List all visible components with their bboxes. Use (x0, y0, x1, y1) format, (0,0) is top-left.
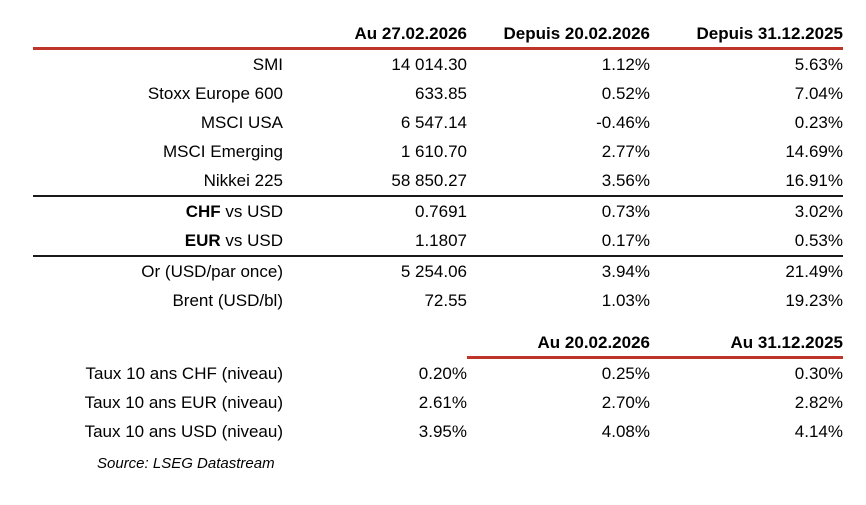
row-label: Stoxx Europe 600 (147, 84, 283, 103)
row-value: 14 014.30 (391, 55, 467, 74)
row-label: EUR vs USD (33, 226, 283, 255)
header-at-ytd: Au 31.12.2025 (730, 333, 843, 352)
row-label: SMI (252, 55, 283, 74)
row-change-ytd: 7.04% (794, 84, 843, 103)
table-row: Taux 10 ans CHF (niveau) 0.20% 0.25% 0.3… (33, 359, 843, 388)
row-value: 0.20% (418, 364, 467, 383)
header-since-week: Depuis 20.02.2026 (503, 24, 650, 43)
row-change-ytd: 3.02% (794, 202, 843, 221)
row-value: 633.85 (415, 84, 467, 103)
row-value: 0.7691 (415, 202, 467, 221)
row-change-ytd: 16.91% (785, 171, 843, 190)
row-change-ytd: 0.23% (794, 113, 843, 132)
currency-suffix: vs USD (220, 202, 283, 221)
currency-code: EUR (184, 231, 221, 250)
row-change-week: 1.12% (601, 55, 650, 74)
header-at-week: Au 20.02.2026 (537, 333, 650, 352)
row-value: 1.1807 (415, 231, 467, 250)
row-value: 1 610.70 (400, 142, 467, 161)
row-change-week: 2.77% (601, 142, 650, 161)
row-label: Taux 10 ans EUR (niveau) (84, 393, 283, 412)
row-change-week: 3.56% (601, 171, 650, 190)
row-label: Taux 10 ans CHF (niveau) (85, 364, 283, 383)
table-row: Taux 10 ans USD (niveau) 3.95% 4.08% 4.1… (33, 417, 843, 446)
row-change-ytd: 19.23% (785, 291, 843, 310)
row-value: 5 254.06 (400, 262, 467, 281)
row-at-ytd: 0.30% (794, 364, 843, 383)
row-label: CHF vs USD (33, 197, 283, 226)
row-label: Taux 10 ans USD (niveau) (84, 422, 283, 441)
table-row: Nikkei 225 58 850.27 3.56% 16.91% (33, 166, 843, 195)
row-value: 3.95% (418, 422, 467, 441)
table-row: MSCI USA 6 547.14 -0.46% 0.23% (33, 108, 843, 137)
table-header-row: Au 27.02.2026 Depuis 20.02.2026 Depuis 3… (33, 20, 843, 50)
table-row: CHF vs USD 0.7691 0.73% 3.02% (33, 197, 843, 226)
rates-header-row: Au 20.02.2026 Au 31.12.2025 (33, 329, 843, 359)
row-value: 72.55 (424, 291, 467, 310)
header-date-level: Au 27.02.2026 (354, 24, 467, 43)
currency-code: CHF (185, 202, 221, 221)
table-row: Or (USD/par once) 5 254.06 3.94% 21.49% (33, 257, 843, 286)
row-change-ytd: 0.53% (794, 231, 843, 250)
row-change-week: 0.73% (601, 202, 650, 221)
row-change-week: -0.46% (596, 113, 650, 132)
rates-group: Taux 10 ans CHF (niveau) 0.20% 0.25% 0.3… (33, 359, 843, 446)
row-label: Or (USD/par once) (141, 262, 283, 281)
rates-header-spacer (33, 329, 467, 359)
row-change-week: 0.17% (601, 231, 650, 250)
row-at-week: 0.25% (601, 364, 650, 383)
row-label: Brent (USD/bl) (172, 291, 283, 310)
commodities-group: Or (USD/par once) 5 254.06 3.94% 21.49% … (33, 257, 843, 315)
table-row: Stoxx Europe 600 633.85 0.52% 7.04% (33, 79, 843, 108)
row-change-week: 0.52% (601, 84, 650, 103)
row-change-ytd: 14.69% (785, 142, 843, 161)
row-label: MSCI Emerging (163, 142, 283, 161)
rates-header-underline-group: Au 20.02.2026 Au 31.12.2025 (467, 329, 843, 359)
table-row: EUR vs USD 1.1807 0.17% 0.53% (33, 226, 843, 255)
row-at-ytd: 2.82% (794, 393, 843, 412)
row-at-week: 2.70% (601, 393, 650, 412)
row-value: 6 547.14 (400, 113, 467, 132)
market-summary-table: Au 27.02.2026 Depuis 20.02.2026 Depuis 3… (33, 20, 843, 472)
row-label: Nikkei 225 (203, 171, 283, 190)
header-since-ytd: Depuis 31.12.2025 (696, 24, 843, 43)
table-row: Taux 10 ans EUR (niveau) 2.61% 2.70% 2.8… (33, 388, 843, 417)
row-label: MSCI USA (200, 113, 283, 132)
row-at-ytd: 4.14% (794, 422, 843, 441)
row-at-week: 4.08% (601, 422, 650, 441)
table-row: MSCI Emerging 1 610.70 2.77% 14.69% (33, 137, 843, 166)
currency-suffix: vs USD (220, 231, 283, 250)
row-change-week: 1.03% (601, 291, 650, 310)
row-value: 58 850.27 (391, 171, 467, 190)
table-row: Brent (USD/bl) 72.55 1.03% 19.23% (33, 286, 843, 315)
row-change-week: 3.94% (601, 262, 650, 281)
source-note: Source: LSEG Datastream (97, 455, 275, 472)
row-value: 2.61% (418, 393, 467, 412)
markets-group: SMI 14 014.30 1.12% 5.63% Stoxx Europe 6… (33, 50, 843, 195)
table-row: SMI 14 014.30 1.12% 5.63% (33, 50, 843, 79)
row-change-ytd: 5.63% (794, 55, 843, 74)
row-change-ytd: 21.49% (785, 262, 843, 281)
fx-group: CHF vs USD 0.7691 0.73% 3.02% EUR vs USD… (33, 195, 843, 257)
